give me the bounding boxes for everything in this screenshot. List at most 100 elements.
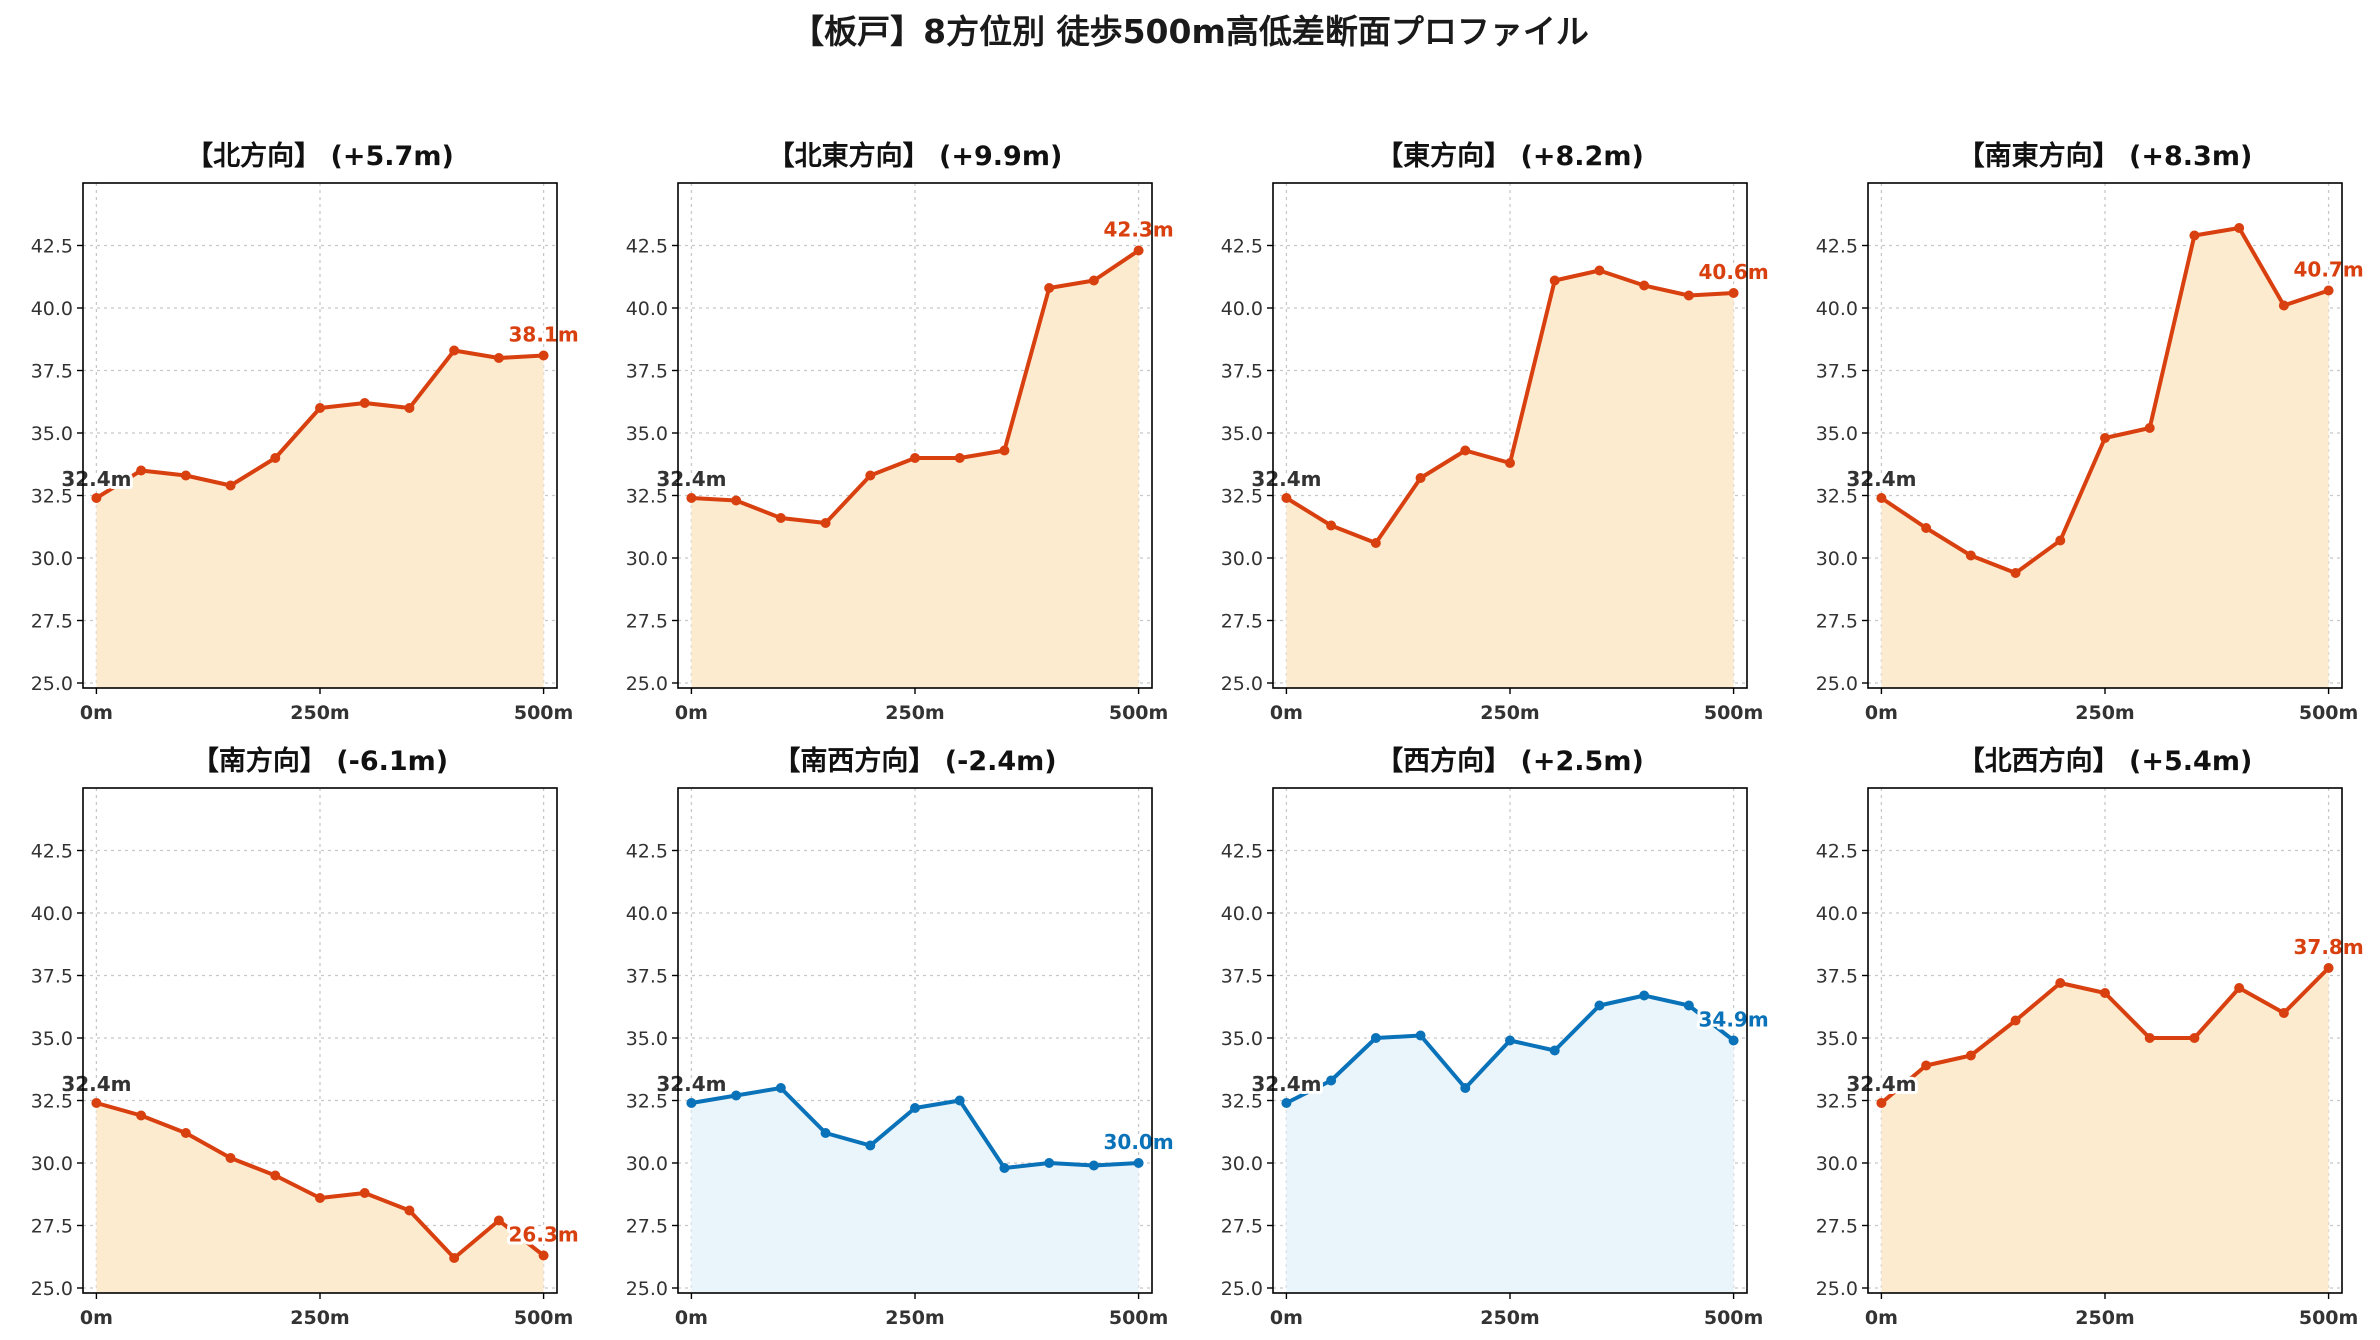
data-point (1088, 275, 1099, 286)
start-elevation-label: 32.4m (1251, 1072, 1321, 1096)
y-tick-label: 32.5 (31, 1091, 73, 1113)
y-tick-label: 42.5 (1221, 236, 1263, 258)
data-point (404, 403, 415, 413)
data-point (1281, 1098, 1292, 1108)
data-point (2055, 978, 2066, 988)
data-point (225, 1153, 236, 1163)
y-tick-label: 40.0 (1816, 903, 1858, 925)
y-tick-label: 37.5 (1816, 361, 1858, 383)
panel-title: 【東方向】 (+8.2m) (1376, 140, 1644, 172)
panel-3: 【南東方向】 (+8.3m) 32.4m 40.7m 25.0 27.5 30.0 32.5… (1816, 140, 2367, 724)
y-tick-label: 30.0 (1816, 1153, 1858, 1175)
y-tick-label: 30.0 (1816, 548, 1858, 570)
elevation-area (1881, 968, 2329, 1293)
x-tick-label: 0m (675, 702, 708, 724)
data-point (2144, 1033, 2155, 1043)
data-point (538, 1250, 549, 1261)
data-point (270, 1170, 281, 1181)
x-tick-label: 250m (885, 1307, 944, 1329)
data-point (1594, 1000, 1605, 1011)
data-point (775, 1083, 786, 1093)
y-tick-label: 35.0 (1816, 423, 1858, 445)
data-point (1415, 1030, 1426, 1041)
x-tick-label: 500m (514, 1307, 573, 1329)
y-tick-label: 40.0 (31, 903, 73, 925)
y-tick-label: 37.5 (31, 966, 73, 988)
elevation-area (1881, 228, 2329, 688)
y-tick-label: 25.0 (1816, 1278, 1858, 1300)
data-point (1326, 1075, 1337, 1086)
y-tick-label: 42.5 (626, 841, 668, 863)
y-tick-label: 30.0 (626, 1153, 668, 1175)
data-point (1683, 290, 1694, 301)
data-point (136, 1110, 147, 1121)
panel-7: 【北西方向】 (+5.4m) 32.4m 37.8m 25.0 27.5 30.0 32.5… (1816, 745, 2367, 1329)
y-tick-label: 35.0 (1221, 1028, 1263, 1050)
data-point (1370, 1033, 1381, 1043)
panel-title: 【北方向】 (+5.7m) (186, 140, 454, 172)
y-tick-label: 30.0 (31, 1153, 73, 1175)
x-tick-label: 250m (2075, 702, 2134, 724)
data-point (820, 518, 831, 528)
data-point (359, 1188, 370, 1198)
data-point (1044, 1158, 1055, 1168)
data-point (225, 480, 236, 491)
data-point (820, 1128, 831, 1138)
start-elevation-label: 32.4m (1846, 467, 1916, 491)
y-tick-label: 32.5 (31, 486, 73, 508)
y-tick-label: 32.5 (626, 1091, 668, 1113)
start-elevation-label: 32.4m (61, 1072, 131, 1096)
x-tick-label: 0m (80, 1307, 113, 1329)
end-elevation-label: 40.6m (1698, 260, 1768, 284)
y-tick-label: 27.5 (31, 611, 73, 633)
y-tick-label: 32.5 (626, 486, 668, 508)
y-tick-label: 42.5 (1816, 236, 1858, 258)
y-tick-label: 40.0 (1221, 298, 1263, 320)
x-tick-label: 250m (290, 1307, 349, 1329)
x-tick-label: 0m (1865, 1307, 1898, 1329)
panel-2: 【東方向】 (+8.2m) 32.4m 40.6m 25.0 27.5 30.0 32.5 3… (1221, 140, 1772, 724)
x-tick-label: 250m (2075, 1307, 2134, 1329)
y-tick-label: 25.0 (31, 1278, 73, 1300)
data-point (449, 345, 460, 356)
start-elevation-label: 32.4m (61, 467, 131, 491)
elevation-area (691, 1088, 1139, 1293)
data-point (686, 493, 697, 503)
panel-title: 【南西方向】 (-2.4m) (773, 745, 1056, 777)
data-point (2234, 983, 2245, 993)
y-tick-label: 32.5 (1816, 1091, 1858, 1113)
data-point (449, 1253, 460, 1263)
y-tick-label: 25.0 (31, 673, 73, 695)
x-tick-label: 0m (1270, 1307, 1303, 1329)
y-tick-label: 40.0 (31, 298, 73, 320)
data-point (538, 350, 549, 361)
data-point (493, 1215, 504, 1226)
data-point (686, 1098, 697, 1108)
data-point (1505, 458, 1515, 468)
data-point (1088, 1160, 1099, 1171)
x-tick-label: 0m (675, 1307, 708, 1329)
y-tick-label: 37.5 (31, 361, 73, 383)
start-elevation-label: 32.4m (656, 467, 726, 491)
data-point (359, 398, 370, 408)
y-tick-label: 27.5 (1816, 611, 1858, 633)
data-point (1728, 1035, 1739, 1046)
data-point (2055, 535, 2066, 546)
end-elevation-label: 42.3m (1103, 218, 1173, 242)
data-point (2010, 1015, 2021, 1026)
panel-1: 【北東方向】 (+9.9m) 32.4m 42.3m 25.0 27.5 30.0 32.5… (626, 140, 1177, 724)
y-tick-label: 37.5 (1816, 966, 1858, 988)
end-elevation-label: 34.9m (1698, 1008, 1768, 1032)
data-point (404, 1205, 415, 1216)
data-point (1876, 493, 1887, 503)
elevation-area (1286, 270, 1734, 688)
data-point (1921, 1060, 1932, 1071)
data-point (910, 1103, 920, 1113)
x-tick-label: 500m (1704, 702, 1763, 724)
data-point (1370, 538, 1381, 548)
end-elevation-label: 40.7m (2293, 258, 2363, 282)
y-tick-label: 25.0 (626, 1278, 668, 1300)
data-point (1460, 445, 1471, 456)
elevation-area (691, 250, 1139, 688)
